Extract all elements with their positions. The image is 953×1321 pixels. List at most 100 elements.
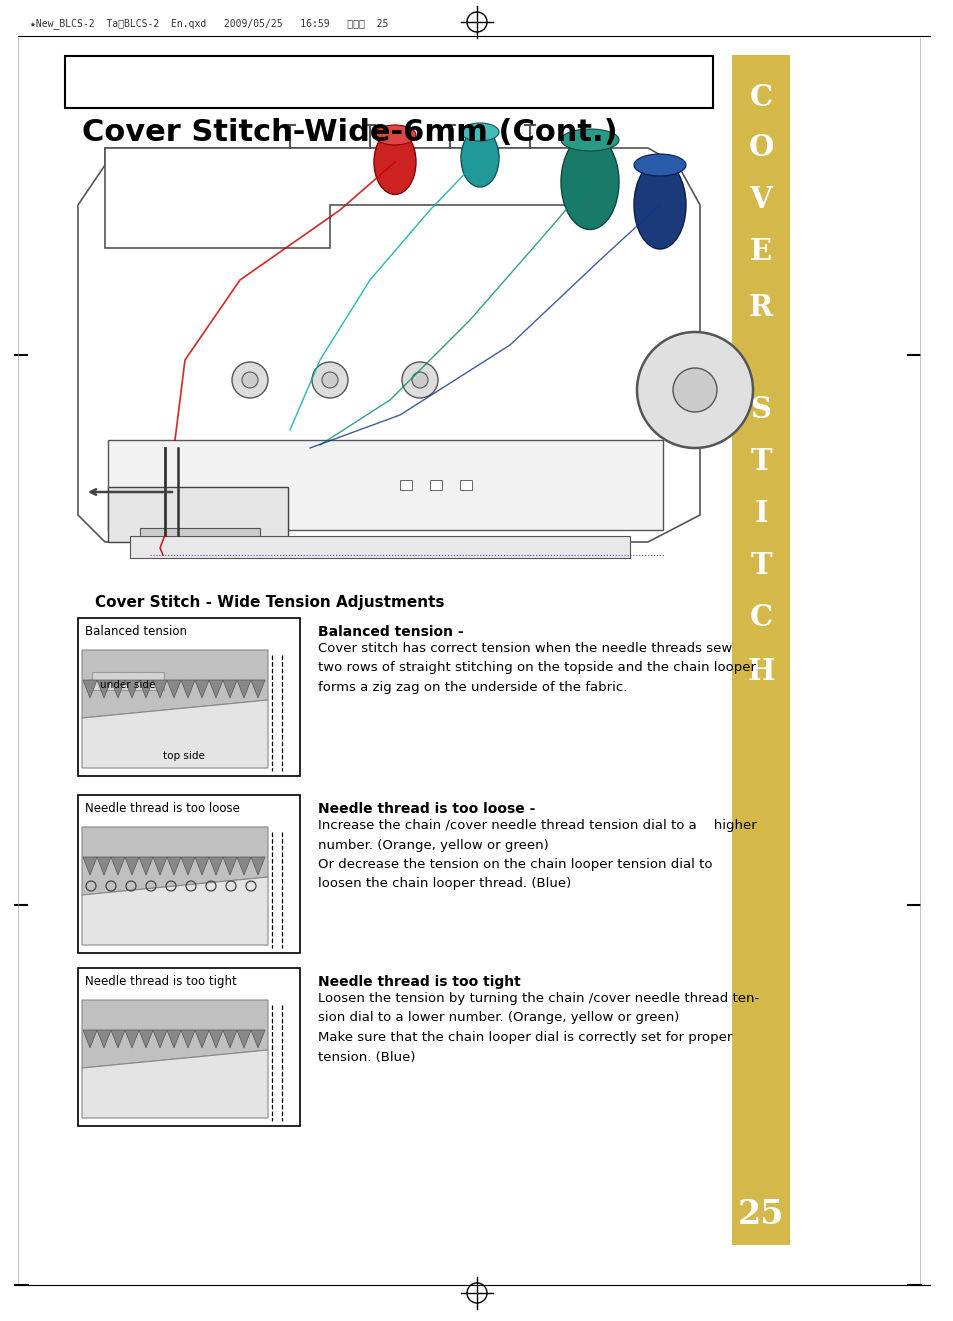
Polygon shape <box>82 877 268 945</box>
Ellipse shape <box>460 129 498 188</box>
Bar <box>108 440 662 530</box>
Ellipse shape <box>460 123 498 141</box>
Polygon shape <box>194 1030 209 1048</box>
Polygon shape <box>223 857 236 875</box>
Circle shape <box>322 373 337 388</box>
Polygon shape <box>82 1050 268 1118</box>
Polygon shape <box>82 827 268 896</box>
Polygon shape <box>139 680 152 697</box>
Ellipse shape <box>374 129 416 194</box>
Polygon shape <box>111 857 125 875</box>
Polygon shape <box>83 1030 97 1048</box>
Polygon shape <box>251 680 265 697</box>
Polygon shape <box>194 680 209 697</box>
Polygon shape <box>223 1030 236 1048</box>
Polygon shape <box>152 857 167 875</box>
Polygon shape <box>152 1030 167 1048</box>
Text: T: T <box>749 448 771 477</box>
Polygon shape <box>181 1030 194 1048</box>
Text: top side: top side <box>163 752 205 761</box>
Polygon shape <box>251 857 265 875</box>
Bar <box>78 795 299 952</box>
Polygon shape <box>125 1030 139 1048</box>
Polygon shape <box>97 857 111 875</box>
Text: T: T <box>749 551 771 580</box>
Polygon shape <box>97 680 111 697</box>
Ellipse shape <box>634 155 685 176</box>
Text: I: I <box>754 499 767 528</box>
Polygon shape <box>209 680 223 697</box>
Polygon shape <box>181 857 194 875</box>
Text: S: S <box>750 395 771 424</box>
Polygon shape <box>111 1030 125 1048</box>
Text: Needle thread is too loose -: Needle thread is too loose - <box>317 802 535 816</box>
Text: Cover stitch has correct tension when the needle threads sew
two rows of straigh: Cover stitch has correct tension when th… <box>317 642 755 694</box>
Ellipse shape <box>560 129 618 151</box>
Text: Balanced tension -: Balanced tension - <box>317 625 463 639</box>
Bar <box>78 618 299 775</box>
Polygon shape <box>125 857 139 875</box>
Polygon shape <box>111 680 125 697</box>
Polygon shape <box>251 1030 265 1048</box>
Polygon shape <box>167 1030 181 1048</box>
Text: V: V <box>749 185 772 214</box>
Polygon shape <box>83 857 97 875</box>
Polygon shape <box>105 148 569 248</box>
Text: ★New_BLCS-2  Ta：BLCS-2  En.qxd   2009/05/25   16:59   ページ  25: ★New_BLCS-2 Ta：BLCS-2 En.qxd 2009/05/25 … <box>30 18 388 29</box>
Polygon shape <box>97 1030 111 1048</box>
Polygon shape <box>236 680 251 697</box>
Text: C: C <box>749 604 772 633</box>
Bar <box>91 672 164 690</box>
Bar <box>731 55 789 1244</box>
Polygon shape <box>181 680 194 697</box>
Ellipse shape <box>634 161 685 248</box>
Polygon shape <box>209 857 223 875</box>
Text: H: H <box>746 658 774 687</box>
Polygon shape <box>152 680 167 697</box>
Text: O: O <box>747 133 773 162</box>
Text: R: R <box>748 293 772 322</box>
Polygon shape <box>236 857 251 875</box>
Text: Needle thread is too tight: Needle thread is too tight <box>85 975 236 988</box>
Polygon shape <box>83 680 97 697</box>
Circle shape <box>401 362 437 398</box>
Circle shape <box>242 373 257 388</box>
Polygon shape <box>82 1000 268 1067</box>
Circle shape <box>672 369 717 412</box>
Bar <box>108 487 288 542</box>
Polygon shape <box>167 857 181 875</box>
Text: under side: under side <box>100 680 155 690</box>
Bar <box>459 480 472 490</box>
Bar <box>399 480 412 490</box>
Text: Cover Stitch-Wide-6mm (Cont.): Cover Stitch-Wide-6mm (Cont.) <box>82 118 617 147</box>
Polygon shape <box>223 680 236 697</box>
Polygon shape <box>236 1030 251 1048</box>
Bar <box>78 968 299 1125</box>
Bar <box>140 528 260 540</box>
Polygon shape <box>78 148 700 542</box>
Circle shape <box>412 373 428 388</box>
Ellipse shape <box>374 125 416 145</box>
Circle shape <box>312 362 348 398</box>
Bar <box>130 536 629 557</box>
Text: C: C <box>749 83 772 112</box>
Circle shape <box>232 362 268 398</box>
Text: Needle thread is too loose: Needle thread is too loose <box>85 802 239 815</box>
Text: Balanced tension: Balanced tension <box>85 625 187 638</box>
Circle shape <box>637 332 752 448</box>
Text: E: E <box>749 238 771 267</box>
Text: 25: 25 <box>737 1198 783 1231</box>
Text: Loosen the tension by turning the chain /cover needle thread ten-
sion dial to a: Loosen the tension by turning the chain … <box>317 992 759 1063</box>
Bar <box>430 480 441 490</box>
Polygon shape <box>139 857 152 875</box>
Bar <box>65 55 712 108</box>
Text: Increase the chain /cover needle thread tension dial to a    higher
number. (Ora: Increase the chain /cover needle thread … <box>317 819 756 890</box>
Polygon shape <box>194 857 209 875</box>
Text: Needle thread is too tight: Needle thread is too tight <box>317 975 520 989</box>
Ellipse shape <box>560 135 618 230</box>
Polygon shape <box>82 700 268 768</box>
Polygon shape <box>139 1030 152 1048</box>
Polygon shape <box>209 1030 223 1048</box>
Text: Cover Stitch - Wide Tension Adjustments: Cover Stitch - Wide Tension Adjustments <box>95 594 444 610</box>
Polygon shape <box>167 680 181 697</box>
